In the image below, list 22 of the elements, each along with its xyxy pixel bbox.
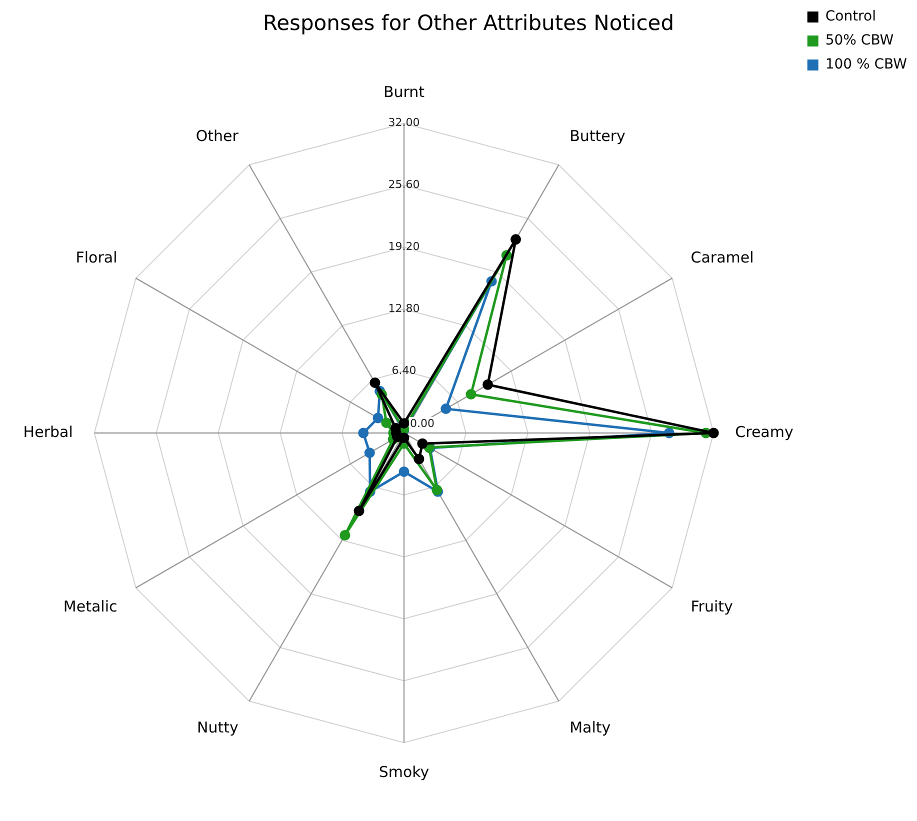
y-tick-label: 19.20 xyxy=(388,240,420,254)
spoke-label: Burnt xyxy=(383,82,425,101)
legend-label: 100 % CBW xyxy=(825,56,908,73)
spoke-label: Floral xyxy=(76,248,118,266)
chart-title: Responses for Other Attributes Noticed xyxy=(262,11,674,36)
y-tick-label: 12.80 xyxy=(388,302,420,316)
legend-label: Control xyxy=(825,8,876,25)
spoke-label: Malty xyxy=(570,718,611,737)
y-tick-label: 25.60 xyxy=(388,178,420,192)
spoke-label: Nutty xyxy=(197,718,239,737)
y-tick-label: 6.40 xyxy=(392,364,416,377)
spoke-label: Creamy xyxy=(735,422,794,441)
spoke-label: Caramel xyxy=(690,248,754,266)
spoke-label: Herbal xyxy=(23,422,73,441)
spoke-label: Smoky xyxy=(378,763,430,782)
spoke-label: Buttery xyxy=(570,127,626,146)
spoke-label: Metalic xyxy=(63,597,118,616)
y-tick-label: 0.00 xyxy=(410,416,434,430)
y-tick-label: 32.00 xyxy=(388,116,420,130)
legend-label: 50% CBW xyxy=(825,32,894,49)
spoke-label: Fruity xyxy=(690,597,734,616)
spoke-label: Other xyxy=(196,127,240,146)
